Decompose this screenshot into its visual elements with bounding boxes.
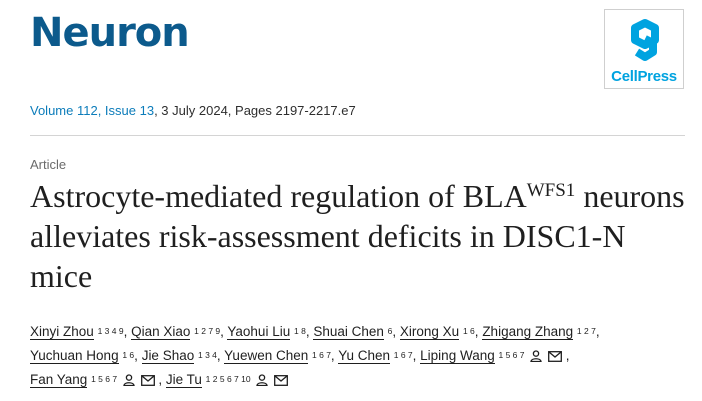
author-separator: , [220, 324, 228, 339]
affiliation-numbers: 6 [387, 326, 393, 336]
title-superscript: WFS1 [526, 180, 576, 201]
title-start: Astrocyte-mediated regulation of BLA [30, 178, 527, 214]
author-link[interactable]: Zhigang Zhang 1 2 7 [482, 324, 596, 340]
affiliation-numbers: 1 2 7 9 [194, 326, 221, 336]
affiliation-numbers: 1 6 [122, 350, 135, 360]
article-title: Astrocyte-mediated regulation of BLAWFS1… [30, 176, 690, 296]
author-link[interactable]: Yu Chen 1 6 7 [338, 348, 413, 364]
cellpress-logo[interactable]: CellPress [604, 9, 684, 89]
person-icon [530, 350, 542, 362]
affiliation-numbers: 1 6 7 [312, 350, 331, 360]
affiliation-numbers: 1 3 4 [198, 350, 217, 360]
affiliation-numbers: 1 8 [293, 326, 306, 336]
journal-title[interactable]: Neuron [30, 10, 190, 56]
person-icon [123, 374, 135, 386]
affiliation-numbers: 1 2 7 [576, 326, 596, 336]
author-link[interactable]: Jie Tu 1 2 5 6 7 10 [165, 372, 289, 388]
author-link[interactable]: Jie Shao 1 3 4 [141, 348, 217, 364]
author-link[interactable]: Yuewen Chen 1 6 7 [224, 348, 331, 364]
author-separator: , [562, 348, 570, 363]
author-separator: , [330, 348, 339, 363]
author-link[interactable]: Xinyi Zhou 1 3 4 9 [30, 324, 124, 340]
author-link[interactable]: Qian Xiao 1 2 7 9 [131, 324, 221, 340]
author-link[interactable]: Xirong Xu 1 6 [399, 324, 475, 340]
volume-issue-link[interactable]: Volume 112, Issue 13 [30, 103, 155, 118]
cellpress-mark-icon [631, 19, 659, 61]
author-separator: , [474, 324, 483, 339]
affiliation-numbers: 1 5 6 7 [498, 350, 525, 360]
citation-details: , 3 July 2024, Pages 2197-2217.e7 [154, 103, 356, 118]
email-icon [140, 375, 155, 386]
author-separator: , [216, 348, 225, 363]
affiliation-numbers: 1 3 4 9 [97, 326, 124, 336]
affiliation-numbers: 1 6 7 [393, 350, 413, 360]
author-link[interactable]: Shuai Chen 6 [313, 324, 393, 340]
author-separator: , [392, 324, 400, 339]
author-separator: , [412, 348, 421, 363]
author-link[interactable]: Fan Yang 1 5 6 7 [30, 372, 155, 388]
author-list: Xinyi Zhou 1 3 4 9, Qian Xiao 1 2 7 9, Y… [30, 320, 695, 392]
cellpress-logo-text: CellPress [611, 68, 677, 85]
person-icon [256, 374, 269, 386]
author-separator: , [154, 372, 163, 387]
title-end: neurons alleviates risk-assessment defic… [30, 178, 685, 294]
author-separator: , [123, 324, 132, 339]
affiliation-numbers: 1 6 [462, 326, 475, 336]
author-link[interactable]: Liping Wang 1 5 6 7 [420, 348, 562, 364]
author-separator: , [134, 348, 142, 363]
affiliation-numbers: 1 2 5 6 7 10 [205, 374, 251, 384]
divider [30, 135, 685, 136]
author-link[interactable]: Yaohui Liu 1 8 [227, 324, 306, 340]
article-type: Article [30, 157, 67, 172]
citation-line: Volume 112, Issue 13, 3 July 2024, Pages… [30, 103, 356, 118]
affiliation-numbers: 1 5 6 7 [91, 374, 118, 384]
author-separator: , [305, 324, 314, 339]
author-separator: , [595, 324, 600, 339]
email-icon [548, 351, 562, 362]
author-link[interactable]: Yuchuan Hong 1 6 [30, 348, 135, 364]
email-icon [274, 375, 289, 386]
